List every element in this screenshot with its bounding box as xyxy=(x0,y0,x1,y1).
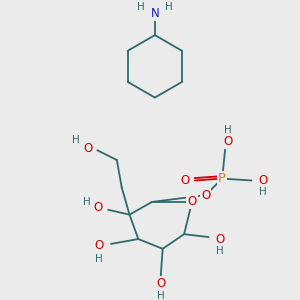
Text: H: H xyxy=(259,187,267,197)
Text: O: O xyxy=(187,196,196,208)
Text: H: H xyxy=(72,136,80,146)
Text: H: H xyxy=(157,291,165,300)
Text: H: H xyxy=(165,2,172,12)
Text: N: N xyxy=(151,7,159,20)
Text: P: P xyxy=(218,172,226,185)
Text: H: H xyxy=(137,2,145,12)
Text: O: O xyxy=(224,135,233,148)
Text: O: O xyxy=(83,142,92,155)
Text: H: H xyxy=(216,246,224,256)
Text: O: O xyxy=(216,232,225,245)
Text: O: O xyxy=(201,189,210,202)
Text: O: O xyxy=(94,239,104,252)
Text: H: H xyxy=(224,125,232,135)
Text: H: H xyxy=(83,197,91,207)
Text: O: O xyxy=(94,201,103,214)
Text: O: O xyxy=(156,278,165,290)
Text: O: O xyxy=(259,174,268,187)
Text: H: H xyxy=(95,254,103,263)
Text: O: O xyxy=(181,174,190,187)
